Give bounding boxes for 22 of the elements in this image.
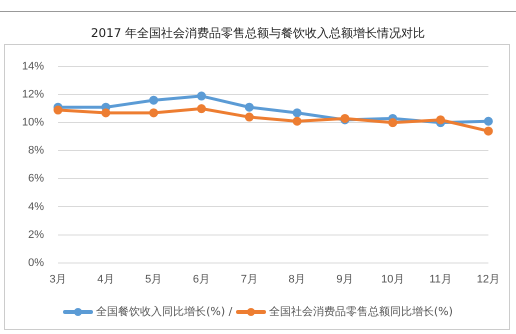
x-tick-label: 5月 xyxy=(145,273,162,286)
y-tick-label: 0% xyxy=(28,256,44,269)
x-tick-label: 7月 xyxy=(240,273,258,286)
legend-label: 全国社会消费品零售总额同比增长(%) xyxy=(268,305,453,318)
chart-title: 2017 年全国社会消费品零售总额与餐饮收入总额增长情况对比 xyxy=(90,25,426,42)
y-tick-label: 12% xyxy=(22,88,44,101)
y-tick-label: 8% xyxy=(28,144,44,157)
legend-label: 全国餐饮收入同比增长(%) xyxy=(96,305,226,318)
x-tick-label: 8月 xyxy=(288,273,306,286)
text: / xyxy=(228,305,234,318)
y-tick-label: 14% xyxy=(22,60,44,73)
x-tick-label: 10月 xyxy=(381,273,404,286)
y-tick-label: 6% xyxy=(28,172,44,185)
y-tick-label: 10% xyxy=(22,116,44,129)
x-tick-label: 3月 xyxy=(49,273,67,286)
x-tick-label: 4月 xyxy=(97,273,114,286)
x-tick-label: 12月 xyxy=(476,273,500,286)
x-tick-label: 6月 xyxy=(192,273,210,286)
x-tick-label: 9月 xyxy=(336,273,354,286)
y-tick-label: 4% xyxy=(28,200,44,213)
x-tick-label: 11月 xyxy=(429,273,452,286)
y-tick-label: 2% xyxy=(28,228,44,241)
